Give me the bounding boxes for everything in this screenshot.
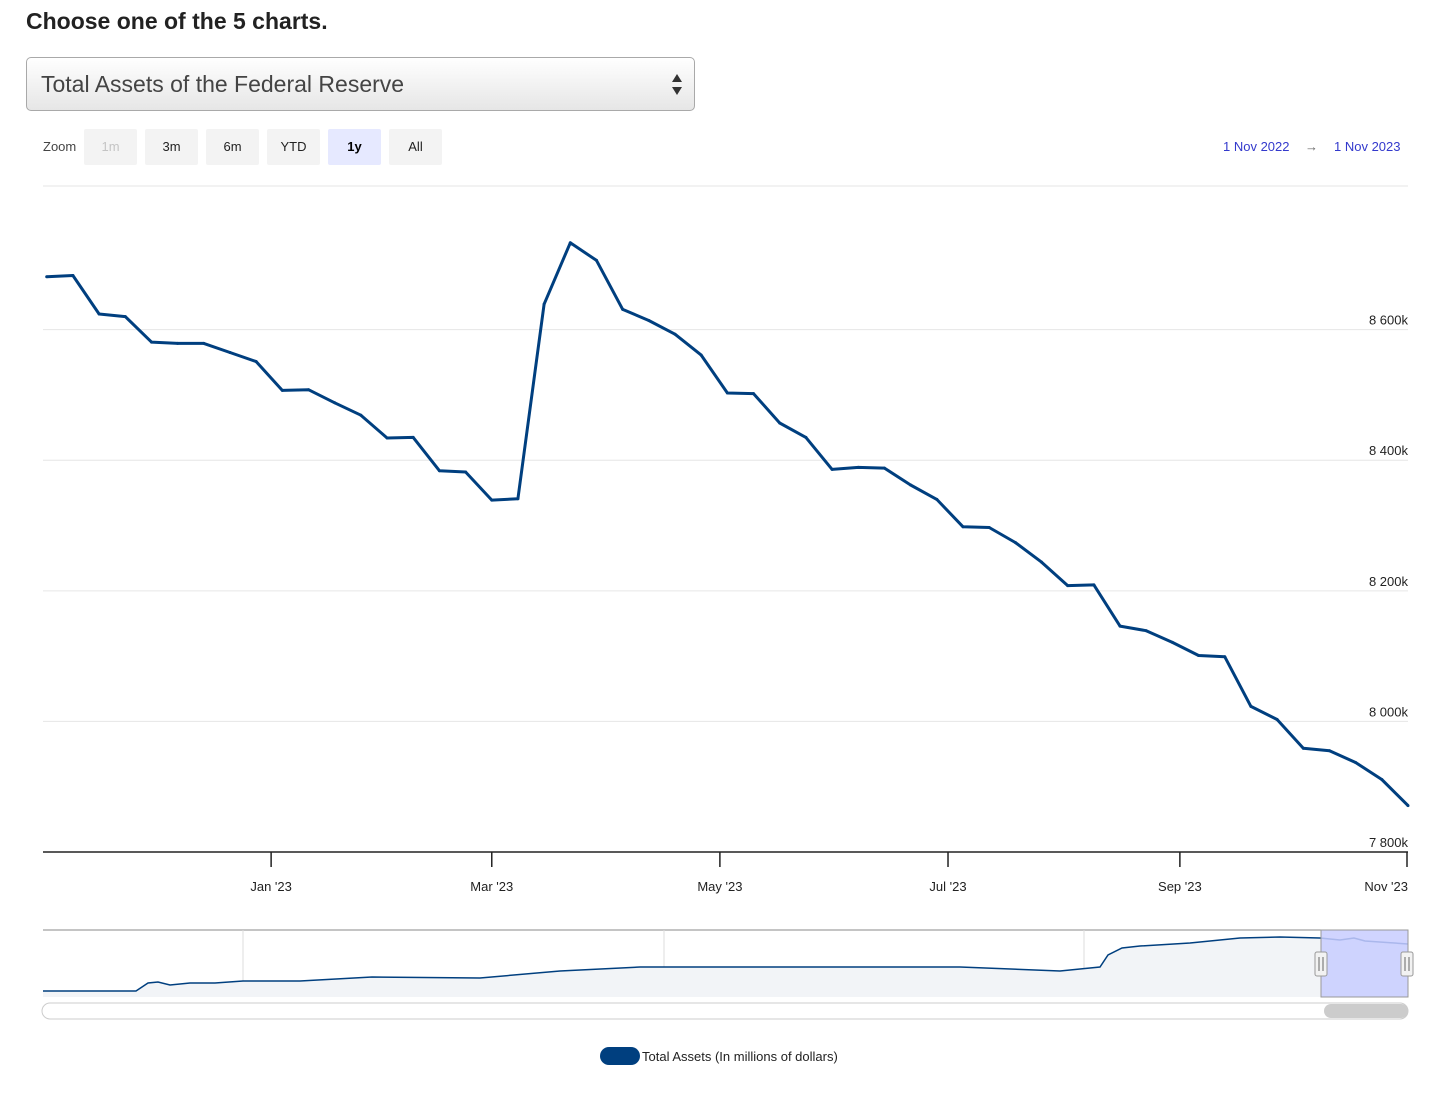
data-point (97, 312, 101, 316)
data-point (1170, 640, 1174, 644)
x-axis: Jan '23 Mar '23 May '23 Jul '23 Sep '23 Nov '… (43, 851, 1408, 894)
y-tick-label: 8 400k (1369, 443, 1409, 458)
data-point (856, 465, 860, 469)
range-arrow: → (1305, 139, 1318, 154)
data-point (464, 470, 468, 474)
data-point (568, 241, 572, 245)
data-point (1013, 541, 1017, 544)
data-point (176, 341, 180, 345)
x-tick-label: Nov '23 (1364, 879, 1408, 894)
data-point (1197, 654, 1201, 657)
data-point (1380, 778, 1384, 781)
x-tick-label: May '23 (697, 879, 742, 894)
data-point (1354, 761, 1358, 764)
y-tick-label: 8 200k (1369, 574, 1409, 589)
x-tick-label: Mar '23 (470, 879, 513, 894)
data-point (752, 392, 755, 396)
navigator-handle-right (1400, 951, 1414, 977)
data-point (1249, 704, 1253, 708)
data-point (1406, 804, 1410, 808)
data-point (1223, 655, 1227, 659)
x-tick-label: Sep '23 (1158, 879, 1202, 894)
legend-swatch (600, 1047, 640, 1065)
page-heading: Choose one of the 5 charts. (26, 8, 328, 34)
data-point (935, 497, 939, 501)
grid-lines (43, 185, 1408, 722)
data-point (71, 274, 75, 277)
series-layer (45, 241, 1410, 808)
data-point (437, 469, 441, 473)
scrollbar-thumb (1324, 1004, 1408, 1018)
y-tick-label: 8 600k (1369, 313, 1409, 328)
data-point (1328, 749, 1331, 753)
data-point (595, 258, 598, 262)
data-point (778, 421, 782, 425)
zoom-ytd-button[interactable]: YTD (267, 129, 320, 165)
data-point (385, 436, 389, 440)
chart-select[interactable]: Total Assets of the Federal Reserve (26, 57, 695, 111)
data-point (673, 332, 677, 336)
zoom-all-button[interactable]: All (389, 129, 442, 165)
navigator-handle-left (1314, 951, 1328, 977)
data-point (647, 319, 651, 322)
range-from-input[interactable]: 1 Nov 2022 (1223, 139, 1290, 154)
y-tick-label: 8 000k (1369, 704, 1409, 719)
data-point (830, 467, 834, 471)
data-point (1040, 560, 1043, 564)
data-point (1066, 584, 1070, 588)
zoom-1m-button[interactable]: 1m (84, 129, 137, 165)
zoom-6m-button[interactable]: 6m (206, 129, 259, 165)
data-point (150, 340, 153, 344)
data-point (307, 388, 310, 392)
chart-select-value: Total Assets of the Federal Reserve (41, 71, 405, 97)
zoom-3m-button[interactable]: 3m (145, 129, 198, 165)
data-point (123, 315, 127, 319)
navigator[interactable]: 201020152020 (43, 929, 1414, 998)
y-axis-labels: 7 800k 8 000k 8 200k 8 400k 8 600k (1369, 313, 1409, 850)
data-point (359, 413, 363, 417)
select-arrows-icon (672, 74, 682, 95)
legend-label: Total Assets (In millions of dollars) (642, 1048, 838, 1064)
data-point (1092, 583, 1096, 587)
data-point (804, 435, 808, 439)
range-to-input[interactable]: 1 Nov 2023 (1334, 139, 1401, 154)
x-tick-label: Jan '23 (250, 879, 292, 894)
data-point (621, 307, 625, 311)
data-point (280, 388, 284, 392)
zoom-label: Zoom (43, 139, 77, 154)
data-point (45, 275, 49, 279)
data-point (254, 360, 258, 364)
legend-item[interactable]: Total Assets (In millions of dollars) (600, 1047, 838, 1065)
scrollbar-track (41, 1002, 1409, 1020)
data-point (725, 391, 729, 395)
data-point (542, 302, 546, 306)
y-tick-label: 7 800k (1369, 835, 1409, 850)
scrollbar[interactable] (41, 1002, 1409, 1020)
navigator-selection (1320, 929, 1409, 998)
zoom-1y-button[interactable]: 1y (328, 129, 381, 165)
data-point (228, 351, 232, 354)
data-point (1144, 629, 1148, 633)
data-point (1275, 718, 1279, 721)
data-point (909, 483, 913, 487)
data-point (987, 526, 991, 529)
data-point (1118, 624, 1122, 628)
data-point (516, 497, 520, 501)
data-point (699, 353, 703, 357)
data-point (1301, 746, 1305, 750)
data-point (882, 466, 886, 470)
data-point (490, 498, 494, 502)
data-point (411, 435, 415, 439)
data-point (333, 401, 337, 405)
x-tick-label: Jul '23 (929, 879, 966, 894)
data-point (202, 341, 206, 345)
navigator-line (43, 936, 1409, 992)
data-point (961, 525, 965, 529)
